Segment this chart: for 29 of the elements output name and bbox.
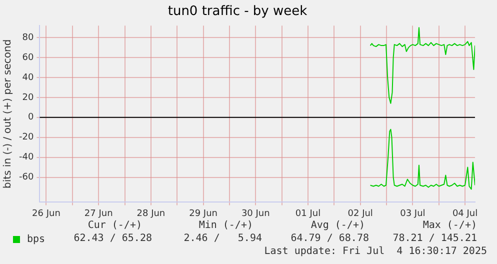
y-tick-label: -40 <box>18 152 34 163</box>
text: 62.43 / 65.28 <box>74 233 152 244</box>
x-tick-label: 27 Jun <box>84 208 113 219</box>
text: Avg (-/+) <box>310 220 365 231</box>
x-tick-label: 02 Jul <box>348 208 373 219</box>
chart-title: tun0 traffic - by week <box>168 4 308 20</box>
y-tick-label: 0 <box>28 112 34 123</box>
x-tick-label: 03 Jul <box>400 208 426 219</box>
text: Min (-/+) <box>198 220 253 231</box>
x-tick-label: 01 Jul <box>295 208 321 219</box>
x-tick-label: 30 Jun <box>241 208 270 219</box>
text: 64.79 / 68.78 <box>290 233 369 244</box>
y-tick-label: 60 <box>22 52 34 63</box>
x-tick-label: 28 Jun <box>136 208 166 219</box>
x-tick-label: 26 Jun <box>32 208 60 219</box>
y-tick-label: 20 <box>22 92 34 103</box>
y-axis-title: bits in (-) / out (+) per second <box>2 39 14 189</box>
x-tick-label: 29 Jun <box>189 208 218 219</box>
text: 2.46 / 5.94 <box>184 233 262 244</box>
y-tick-label: -20 <box>18 132 34 143</box>
x-tick-label: 04 Jul <box>452 208 478 219</box>
y-tick-label: -60 <box>18 172 34 183</box>
text: Max (-/+) <box>422 220 477 231</box>
text: Cur (-/+) <box>86 220 142 231</box>
legend-label: bps <box>27 234 46 245</box>
text: Last update: Fri Jul 4 16:30:17 2025 <box>263 246 487 257</box>
y-tick-label: 80 <box>22 32 34 43</box>
y-tick-label: 40 <box>22 72 34 83</box>
text: 78.21 / 145.21 <box>392 233 477 244</box>
